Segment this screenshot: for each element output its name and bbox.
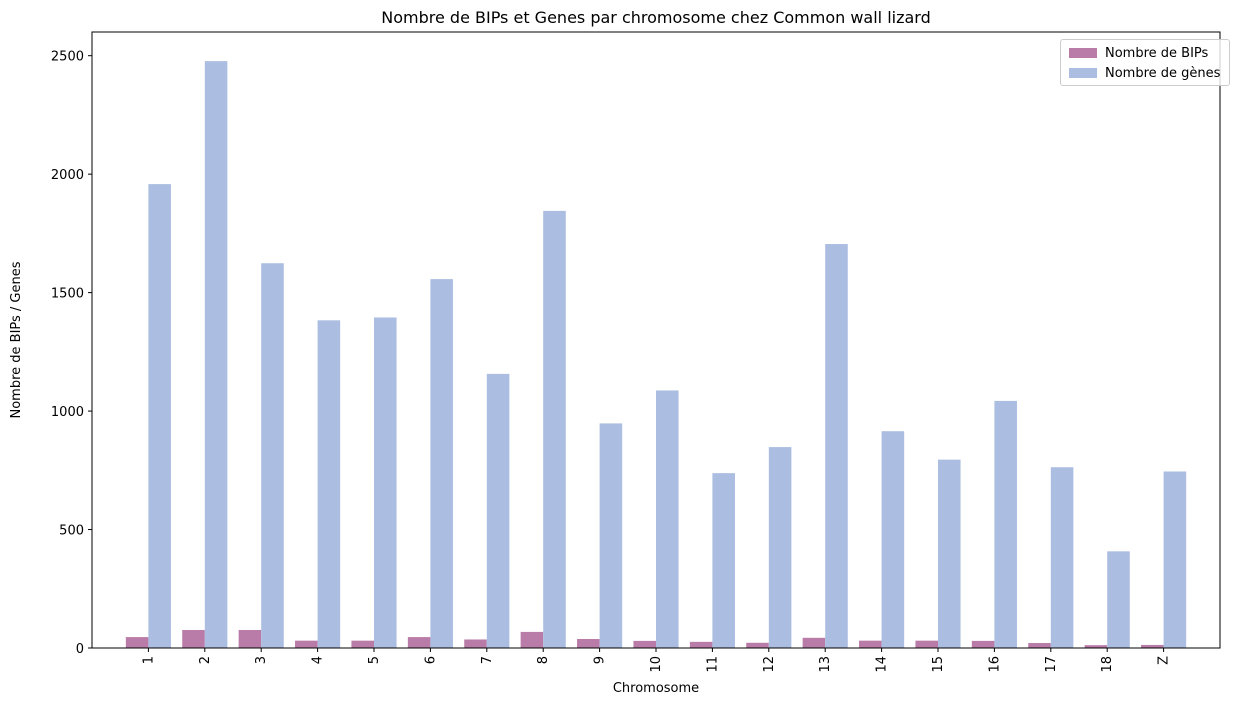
bar-genes-4 <box>317 320 341 648</box>
y-tick-label: 0 <box>76 642 84 657</box>
bar-bips-7 <box>464 639 487 648</box>
bar-genes-6 <box>430 279 453 648</box>
bar-genes-18 <box>1107 551 1130 648</box>
bar-bips-6 <box>407 637 431 648</box>
x-tick-label: 5 <box>367 656 382 664</box>
x-tick-label: 11 <box>705 656 720 673</box>
x-tick-label: 17 <box>1044 656 1059 673</box>
bar-bips-18 <box>1084 645 1108 648</box>
x-tick-label: 8 <box>536 656 551 664</box>
bar-bips-9 <box>577 638 600 648</box>
bar-genes-14 <box>881 431 905 648</box>
bar-genes-7 <box>486 373 510 648</box>
bar-bips-4 <box>295 640 318 648</box>
bar-bips-13 <box>802 637 826 648</box>
legend-swatch-bips <box>1069 48 1097 58</box>
x-tick-label: 7 <box>480 656 495 664</box>
bar-genes-15 <box>938 459 961 648</box>
bar-genes-10 <box>656 390 679 648</box>
bar-bips-5 <box>351 640 374 648</box>
bar-genes-5 <box>374 317 397 648</box>
x-tick-label: 4 <box>311 656 326 664</box>
bar-genes-13 <box>825 244 848 649</box>
bar-bips-3 <box>238 629 262 648</box>
x-tick-label: 2 <box>198 656 213 664</box>
bar-bips-11 <box>689 641 713 648</box>
x-tick-label: 15 <box>931 656 946 673</box>
legend-item-bips: Nombre de BIPs <box>1069 43 1221 63</box>
bar-bips-15 <box>915 640 938 648</box>
chart-title: Nombre de BIPs et Genes par chromosome c… <box>381 8 931 27</box>
bar-genes-9 <box>599 423 623 648</box>
bar-bips-1 <box>125 637 149 648</box>
legend-swatch-genes <box>1069 68 1097 78</box>
x-tick-label: 13 <box>818 656 833 673</box>
bar-genes-Z <box>1163 471 1187 648</box>
legend-label-bips: Nombre de BIPs <box>1105 45 1209 61</box>
x-tick-label: 16 <box>987 656 1002 673</box>
bars-layer <box>125 61 1187 649</box>
legend-label-genes: Nombre de gènes <box>1105 65 1221 81</box>
x-tick-label: 12 <box>762 656 777 673</box>
bar-genes-2 <box>204 61 228 648</box>
bar-genes-11 <box>712 473 735 648</box>
bar-bips-16 <box>971 640 995 648</box>
bar-genes-3 <box>261 263 284 648</box>
x-tick-label: 14 <box>875 656 890 673</box>
bar-bips-10 <box>633 640 656 648</box>
x-tick-label: 10 <box>649 656 664 673</box>
plot-frame <box>91 31 1221 649</box>
bar-genes-12 <box>768 447 792 648</box>
x-axis-label: Chromosome <box>613 681 699 696</box>
bar-bips-14 <box>859 640 882 648</box>
x-tick-label: 1 <box>141 656 156 664</box>
bar-genes-1 <box>148 184 171 648</box>
bar-genes-16 <box>994 400 1017 648</box>
bar-genes-17 <box>1050 467 1074 648</box>
bar-bips-2 <box>182 629 205 648</box>
y-tick-label: 1000 <box>51 405 84 420</box>
x-tick-label: 18 <box>1100 656 1115 673</box>
bar-bips-17 <box>1028 643 1051 648</box>
x-tick-label: 6 <box>423 656 438 664</box>
bar-genes-8 <box>543 210 566 648</box>
legend-item-genes: Nombre de gènes <box>1069 63 1221 83</box>
y-axis-label: Nombre de BIPs / Genes <box>9 261 24 418</box>
y-tick-label: 2000 <box>51 168 84 183</box>
bar-bips-Z <box>1141 644 1164 648</box>
y-tick-label: 2500 <box>51 50 84 65</box>
x-tick-label: 9 <box>593 656 608 664</box>
bar-bips-12 <box>746 642 769 648</box>
legend: Nombre de BIPs Nombre de gènes <box>1060 39 1230 86</box>
y-tick-label: 500 <box>59 524 84 539</box>
x-tick-label: Z <box>1157 656 1172 665</box>
y-tick-label: 1500 <box>51 287 84 302</box>
ticks-layer: 1 2 3 4 5 6 7 8 9 10 11 12 13 14 15 16 17 18 Z050010001500… <box>51 50 1172 673</box>
bar-bips-8 <box>520 631 544 648</box>
x-tick-label: 3 <box>254 656 269 664</box>
